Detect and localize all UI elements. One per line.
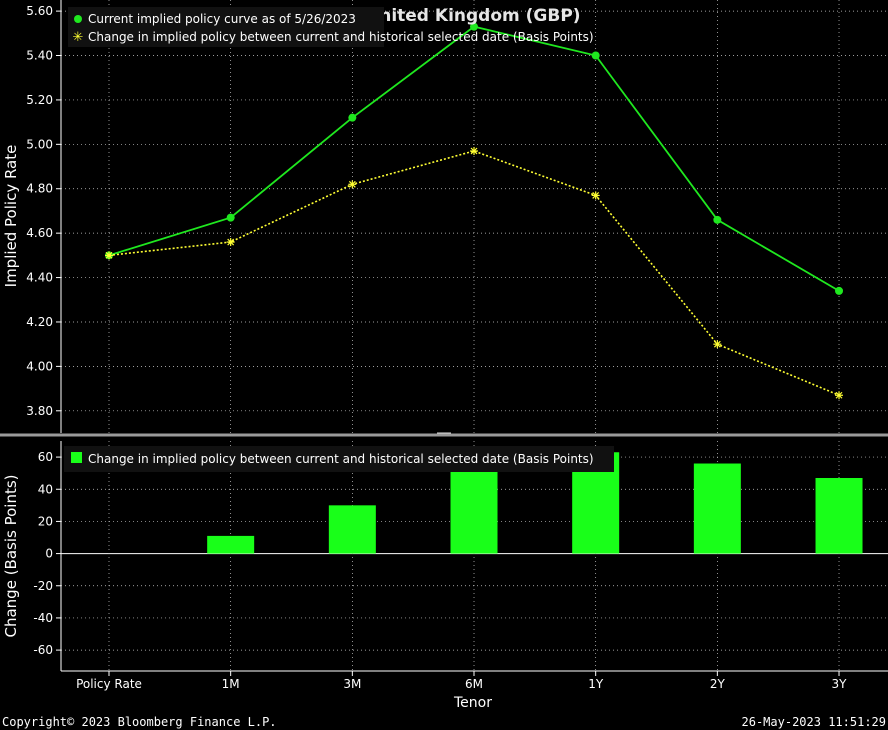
series-point-historical <box>835 391 844 400</box>
bottom-y-tick-label: 20 <box>38 514 53 528</box>
legend-historical-star-icon: ✳ <box>73 30 84 45</box>
bottom-y-tick-label: -20 <box>33 579 53 593</box>
series-point-historical <box>470 146 479 155</box>
legend-change-swatch-icon <box>71 452 82 463</box>
x-axis-label: Tenor <box>453 695 492 711</box>
x-tick-label: 1Y <box>588 677 604 691</box>
bottom-panel-y-axis: -60 -40 -20 0 20 40 60 <box>33 441 62 671</box>
x-tick-label: 1M <box>222 677 240 691</box>
series-point-historical <box>591 191 600 200</box>
chart-title: United Kingdom (GBP) <box>365 6 580 26</box>
top-y-tick-label: 5.40 <box>26 49 53 63</box>
top-y-tick-label: 5.60 <box>26 4 53 18</box>
top-panel-y-axis: 3.80 4.00 4.20 4.40 4.60 4.80 5.00 5.20 5.40 5.60 <box>26 0 62 433</box>
x-tick-label: Policy Rate <box>76 677 142 691</box>
top-y-tick-label: 5.20 <box>26 93 53 107</box>
change-bar <box>450 463 498 554</box>
legend-historical-label: Change in implied policy between current… <box>88 30 594 44</box>
change-bar <box>328 505 376 554</box>
legend-current-dot-icon <box>74 15 82 23</box>
bottom-y-tick-label: 40 <box>38 482 53 496</box>
x-tick-label: 3M <box>343 677 361 691</box>
series-point-historical <box>713 340 722 349</box>
x-tick-label: 2Y <box>710 677 726 691</box>
series-point-historical <box>105 251 113 260</box>
bottom-legend: Change in implied policy between current… <box>64 446 614 472</box>
x-axis: Policy Rate 1M 3M 6M 1Y 2Y 3Y <box>61 670 888 691</box>
bottom-y-tick-label: 0 <box>45 547 53 561</box>
top-y-axis-label: Implied Policy Rate <box>2 145 20 288</box>
top-legend: Current implied policy curve as of 5/26/… <box>68 7 594 47</box>
change-bar <box>207 535 255 554</box>
series-point-current <box>835 286 844 295</box>
top-y-tick-label: 4.60 <box>26 226 53 240</box>
change-bar <box>693 463 741 554</box>
timestamp-text: 26-May-2023 11:51:29 <box>742 715 887 729</box>
top-y-tick-label: 5.00 <box>26 137 53 151</box>
bottom-y-tick-label: 60 <box>38 450 53 464</box>
change-bar <box>815 477 863 554</box>
top-y-tick-label: 4.00 <box>26 359 53 373</box>
legend-change-label: Change in implied policy between current… <box>88 452 594 466</box>
series-point-current <box>470 22 479 31</box>
top-y-tick-label: 4.20 <box>26 315 53 329</box>
x-tick-label: 6M <box>465 677 483 691</box>
x-tick-label: 3Y <box>832 677 848 691</box>
series-point-current <box>226 213 235 222</box>
bottom-y-axis-label: Change (Basis Points) <box>2 474 20 637</box>
bottom-legend-box <box>64 446 614 472</box>
bottom-y-tick-label: -60 <box>33 643 53 657</box>
series-point-current <box>591 51 600 60</box>
bottom-y-tick-label: -40 <box>33 611 53 625</box>
top-y-tick-label: 4.80 <box>26 182 53 196</box>
top-panel-series <box>105 22 844 400</box>
top-y-tick-label: 3.80 <box>26 404 53 418</box>
top-y-tick-label: 4.40 <box>26 271 53 285</box>
top-legend-box <box>68 7 384 47</box>
legend-current-label: Current implied policy curve as of 5/26/… <box>88 12 356 26</box>
series-point-historical <box>226 238 235 247</box>
series-point-current <box>713 215 722 224</box>
series-point-historical <box>348 180 357 189</box>
series-point-current <box>348 113 357 122</box>
copyright-text: Copyright© 2023 Bloomberg Finance L.P. <box>2 715 277 729</box>
